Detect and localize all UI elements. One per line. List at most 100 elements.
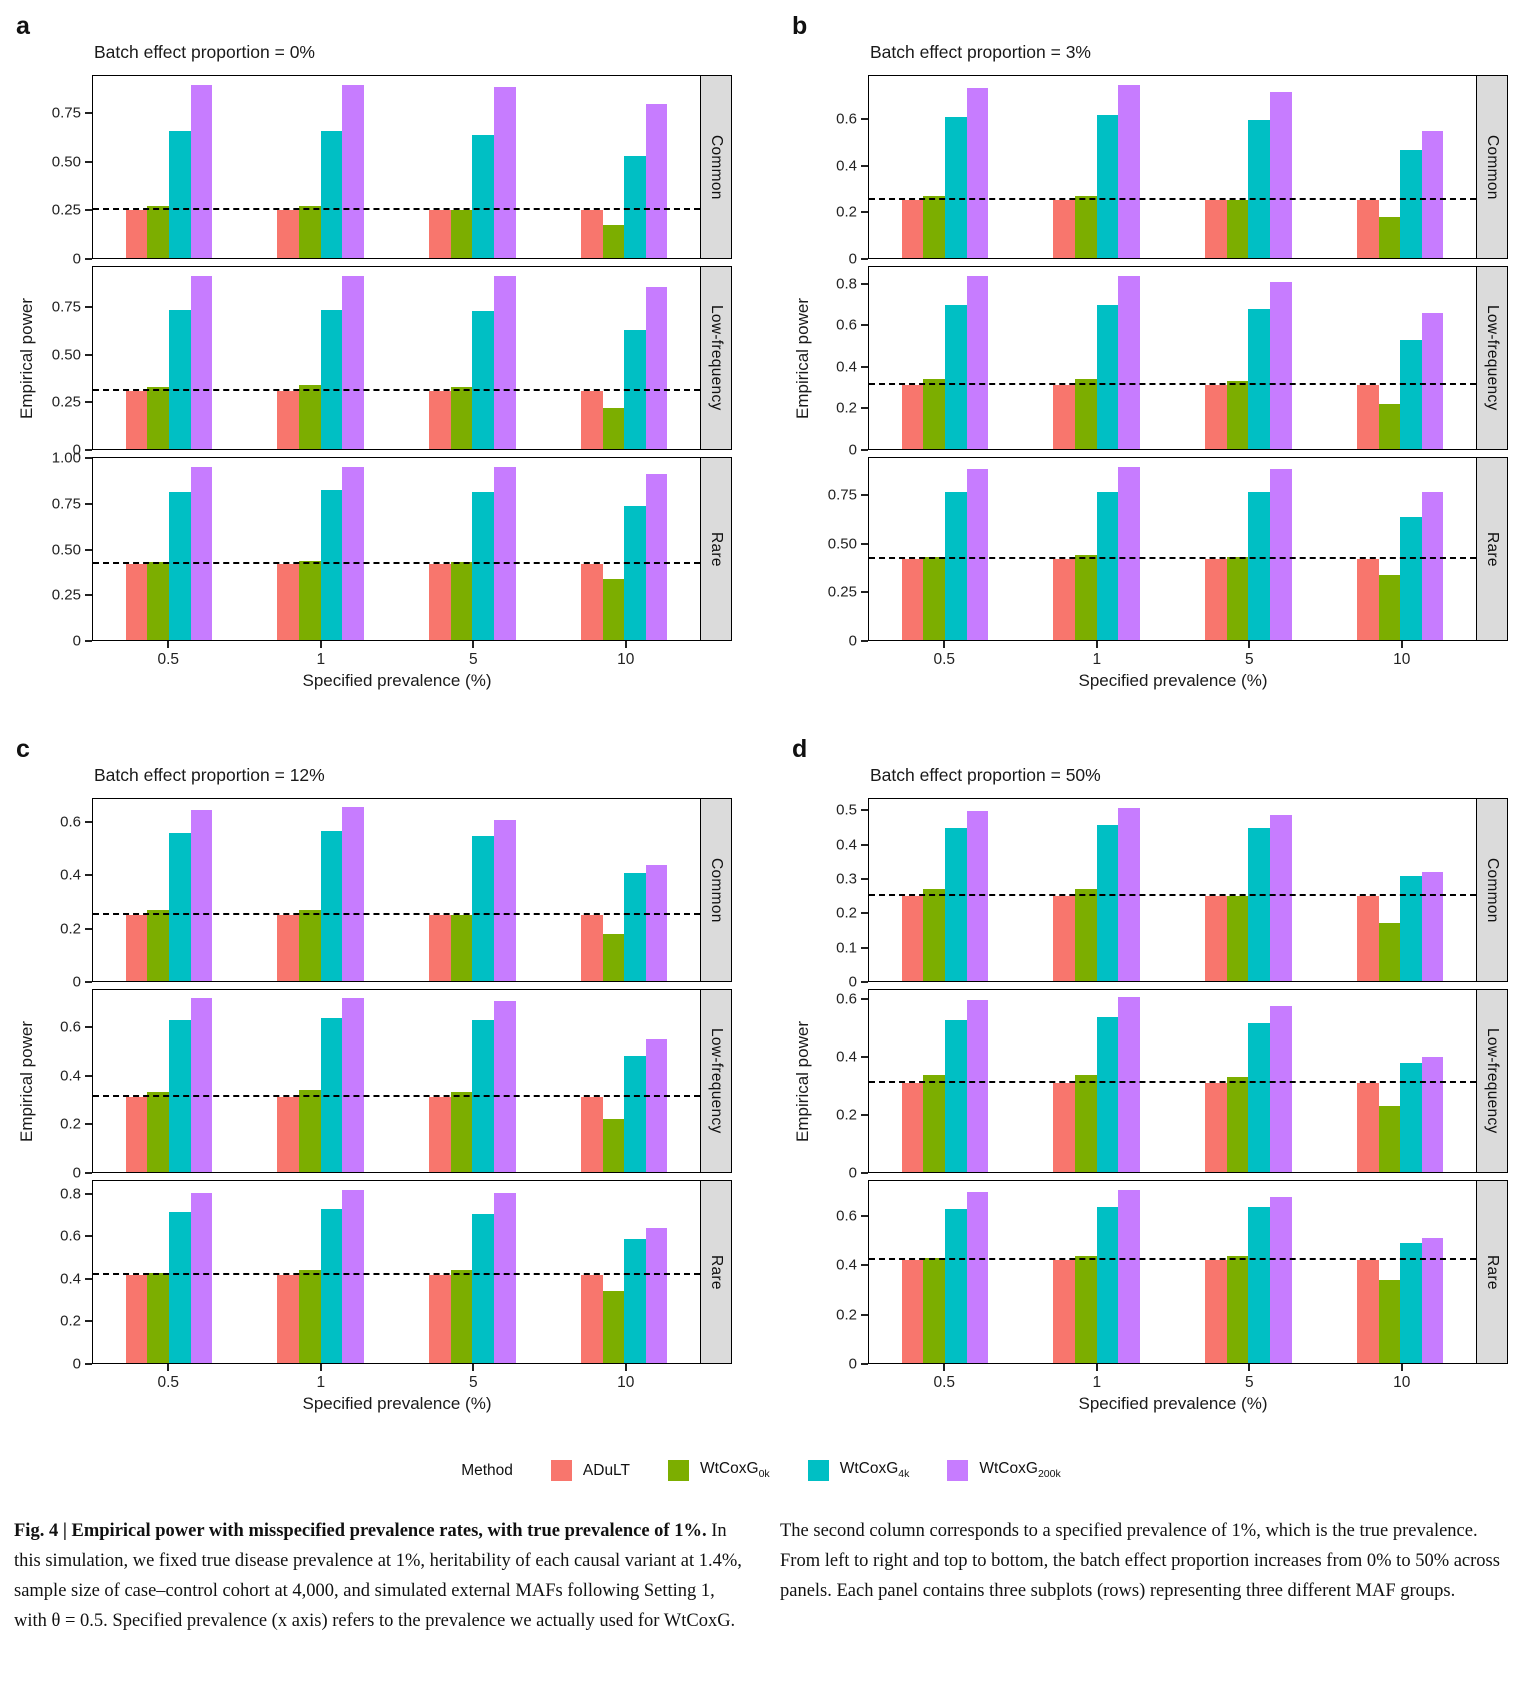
x-tick-mark [1248, 1364, 1251, 1371]
bar-wtcoxg-200k [1421, 131, 1444, 258]
bar-cluster [429, 990, 516, 1172]
maf-strip-label: Rare [1484, 1254, 1501, 1290]
y-tick-mark [85, 1320, 92, 1323]
plot-area [92, 75, 701, 259]
bar-adult [277, 390, 299, 449]
y-tick-label: 0 [848, 1164, 857, 1182]
bar-wtcoxg-0k [299, 909, 321, 981]
plot-area [868, 989, 1477, 1173]
bar-adult [580, 915, 603, 981]
bar-group-1 [245, 1181, 397, 1363]
reference-line [869, 1081, 1476, 1084]
subplot-rare: 0 0.25 0.50 0.75 Rare [816, 457, 1508, 650]
y-tick-label: 0.2 [836, 1306, 857, 1324]
bar-adult [277, 564, 299, 640]
bar-wtcoxg-200k [494, 466, 516, 640]
bar-group-0.5 [93, 267, 245, 449]
y-tick-mark [861, 912, 868, 915]
facet-strip: Common [701, 75, 732, 259]
y-tick-label: 0 [72, 1355, 81, 1373]
y-tick-label: 0 [848, 632, 857, 650]
facet-strip: Rare [701, 457, 732, 641]
plot-area [868, 266, 1477, 450]
bar-wtcoxg-0k [299, 206, 321, 258]
y-tick-mark [861, 365, 868, 368]
legend-label: WtCoxG4k [839, 1460, 910, 1481]
reference-line [93, 388, 700, 391]
bar-adult [901, 1260, 924, 1363]
bar-group-5 [1173, 458, 1325, 640]
y-tick-label: 0.50 [51, 153, 81, 171]
bar-cluster [901, 458, 989, 640]
y-tick-mark [861, 118, 868, 121]
bar-wtcoxg-4k [472, 134, 494, 258]
bar-cluster [125, 76, 213, 258]
x-tick-label: 5 [1173, 641, 1326, 671]
bar-cluster [1205, 1181, 1292, 1363]
reference-line [93, 562, 700, 565]
bar-wtcoxg-200k [1421, 1238, 1444, 1363]
y-tick-mark [861, 493, 868, 496]
y-tick-label: 0.4 [836, 836, 857, 854]
bar-cluster [277, 799, 364, 981]
bar-wtcoxg-0k [923, 1074, 945, 1172]
maf-strip-label: Low-frequency [708, 1028, 725, 1134]
bar-wtcoxg-4k [1096, 491, 1119, 640]
bar-wtcoxg-200k [342, 1190, 364, 1363]
bar-wtcoxg-4k [1400, 875, 1422, 981]
y-tick-mark [861, 878, 868, 881]
bar-wtcoxg-200k [494, 275, 516, 449]
bar-group-1 [245, 76, 397, 258]
plot-area [868, 75, 1477, 259]
bar-cluster [277, 990, 364, 1172]
bar-group-10 [1324, 1181, 1476, 1363]
bar-cluster [277, 1181, 364, 1363]
panel-title: Batch effect proportion = 12% [94, 765, 325, 785]
y-tick-mark [861, 640, 868, 642]
bar-adult [1205, 1260, 1227, 1363]
facet-strip: Low-frequency [1477, 266, 1508, 450]
y-tick-label: 0.2 [60, 1115, 81, 1133]
bar-adult [580, 209, 603, 258]
bar-adult [125, 564, 148, 640]
panel-c: c Batch effect proportion = 12% Empirica… [14, 735, 732, 1414]
y-tick-mark [861, 591, 868, 594]
y-tick-label: 0.25 [51, 586, 81, 604]
bar-wtcoxg-0k [450, 915, 473, 981]
y-axis: 0 0.25 0.50 0.75 [816, 457, 868, 650]
subplot-column: 0 0.2 0.4 0.6 Common 0 0.2 0.4 0.6 0.8 Low-frequen… [816, 75, 1508, 650]
bar-wtcoxg-0k [299, 1090, 321, 1172]
bar-cluster [125, 799, 213, 981]
bar-group-5 [1173, 76, 1325, 258]
bar-group-1 [1021, 458, 1173, 640]
bar-wtcoxg-4k [944, 305, 967, 449]
reference-line [93, 1272, 700, 1275]
y-axis: 0 0.2 0.4 0.6 0.8 [40, 1180, 92, 1373]
bar-wtcoxg-200k [1270, 468, 1292, 640]
bar-adult [277, 209, 299, 258]
plot-area [92, 989, 701, 1173]
reference-line [869, 557, 1476, 560]
bar-cluster [1356, 76, 1444, 258]
bar-wtcoxg-200k [342, 466, 364, 640]
subplot-rare: 0 0.2 0.4 0.6 0.8 Rare [40, 1180, 732, 1373]
y-axis-title: Empirical power [793, 297, 812, 419]
bar-wtcoxg-4k [624, 155, 646, 258]
bar-adult [277, 915, 299, 981]
y-tick-mark [861, 1313, 868, 1316]
reference-line [869, 1258, 1476, 1261]
subplot-low-frequency: 0 0.25 0.50 0.75 Low-frequency [40, 266, 732, 459]
y-axis: 0 0.2 0.4 0.6 [816, 1180, 868, 1373]
maf-strip-label: Common [708, 134, 725, 200]
caption-right-column: The second column corresponds to a speci… [780, 1521, 1500, 1601]
panel-body: Empirical power 0 0.2 0.4 0.6 Common 0 0.2 0.4 0… [790, 75, 1508, 650]
x-tick-mark [1400, 1364, 1403, 1371]
y-tick-mark [861, 1214, 868, 1217]
bar-group-1 [245, 799, 397, 981]
bar-wtcoxg-4k [320, 830, 343, 981]
bar-wtcoxg-4k [1096, 1206, 1119, 1363]
bar-group-0.5 [869, 799, 1021, 981]
bar-wtcoxg-4k [944, 491, 967, 640]
x-tick-mark [624, 641, 627, 648]
bar-wtcoxg-4k [624, 1238, 646, 1363]
